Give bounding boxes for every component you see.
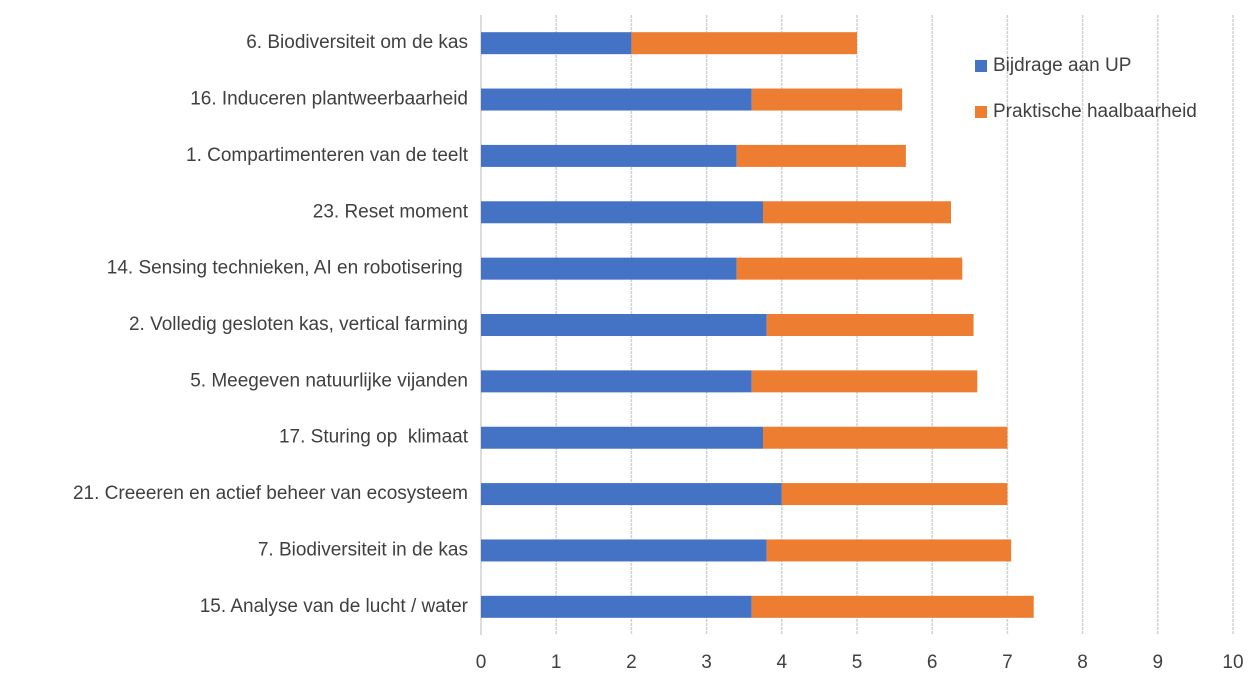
- bar: [481, 88, 752, 111]
- y-tick-label: 14. Sensing technieken, AI en robotiseri…: [107, 258, 468, 279]
- x-tick-label: 8: [1077, 652, 1088, 673]
- bar: [736, 257, 963, 280]
- x-tick-label: 0: [476, 652, 487, 673]
- y-tick-label: 16. Induceren plantweerbaarheid: [190, 89, 468, 110]
- x-tick-label: 9: [1153, 652, 1164, 673]
- x-tick-label: 5: [852, 652, 863, 673]
- bar: [736, 144, 906, 167]
- bar: [766, 539, 1012, 562]
- y-tick-label: 17. Sturing op klimaat: [279, 427, 469, 448]
- legend-swatch: [975, 106, 987, 118]
- y-tick-label: 6. Biodiversiteit om de kas: [246, 32, 468, 53]
- legend-swatch: [975, 60, 987, 72]
- y-tick-label: 7. Biodiversiteit in de kas: [258, 539, 468, 560]
- bar: [763, 426, 1008, 449]
- bar: [481, 257, 737, 280]
- x-tick-label: 10: [1222, 652, 1243, 673]
- bar: [763, 201, 951, 224]
- bar: [781, 483, 1008, 506]
- bar: [481, 483, 782, 506]
- legend-label: Praktische haalbaarheid: [993, 101, 1197, 122]
- legend-label: Bijdrage aan UP: [993, 55, 1131, 76]
- y-tick-label: 15. Analyse van de lucht / water: [200, 596, 469, 617]
- x-tick-label: 6: [927, 652, 938, 673]
- x-tick-label: 4: [777, 652, 788, 673]
- y-tick-label: 5. Meegeven natuurlijke vijanden: [190, 370, 468, 391]
- x-tick-label: 1: [551, 652, 562, 673]
- x-tick-label: 7: [1002, 652, 1013, 673]
- bar: [481, 595, 752, 618]
- bar: [481, 314, 767, 336]
- bar: [481, 539, 767, 562]
- bar: [481, 144, 737, 167]
- y-tick-label: 1. Compartimenteren van de teelt: [186, 145, 469, 166]
- y-tick-label: 23. Reset moment: [313, 201, 469, 222]
- x-tick-label: 3: [701, 652, 712, 673]
- bar: [481, 370, 752, 393]
- bar: [481, 32, 632, 55]
- y-tick-label: 2. Volledig gesloten kas, vertical farmi…: [129, 314, 468, 335]
- bar: [766, 314, 974, 336]
- bar: [481, 201, 763, 224]
- bar: [631, 32, 857, 55]
- bar: [751, 88, 903, 111]
- bar: [751, 595, 1034, 618]
- bar: [481, 426, 763, 449]
- y-tick-label: 21. Creeeren en actief beheer van ecosys…: [73, 483, 468, 504]
- bar: [751, 370, 978, 393]
- x-tick-label: 2: [626, 652, 637, 673]
